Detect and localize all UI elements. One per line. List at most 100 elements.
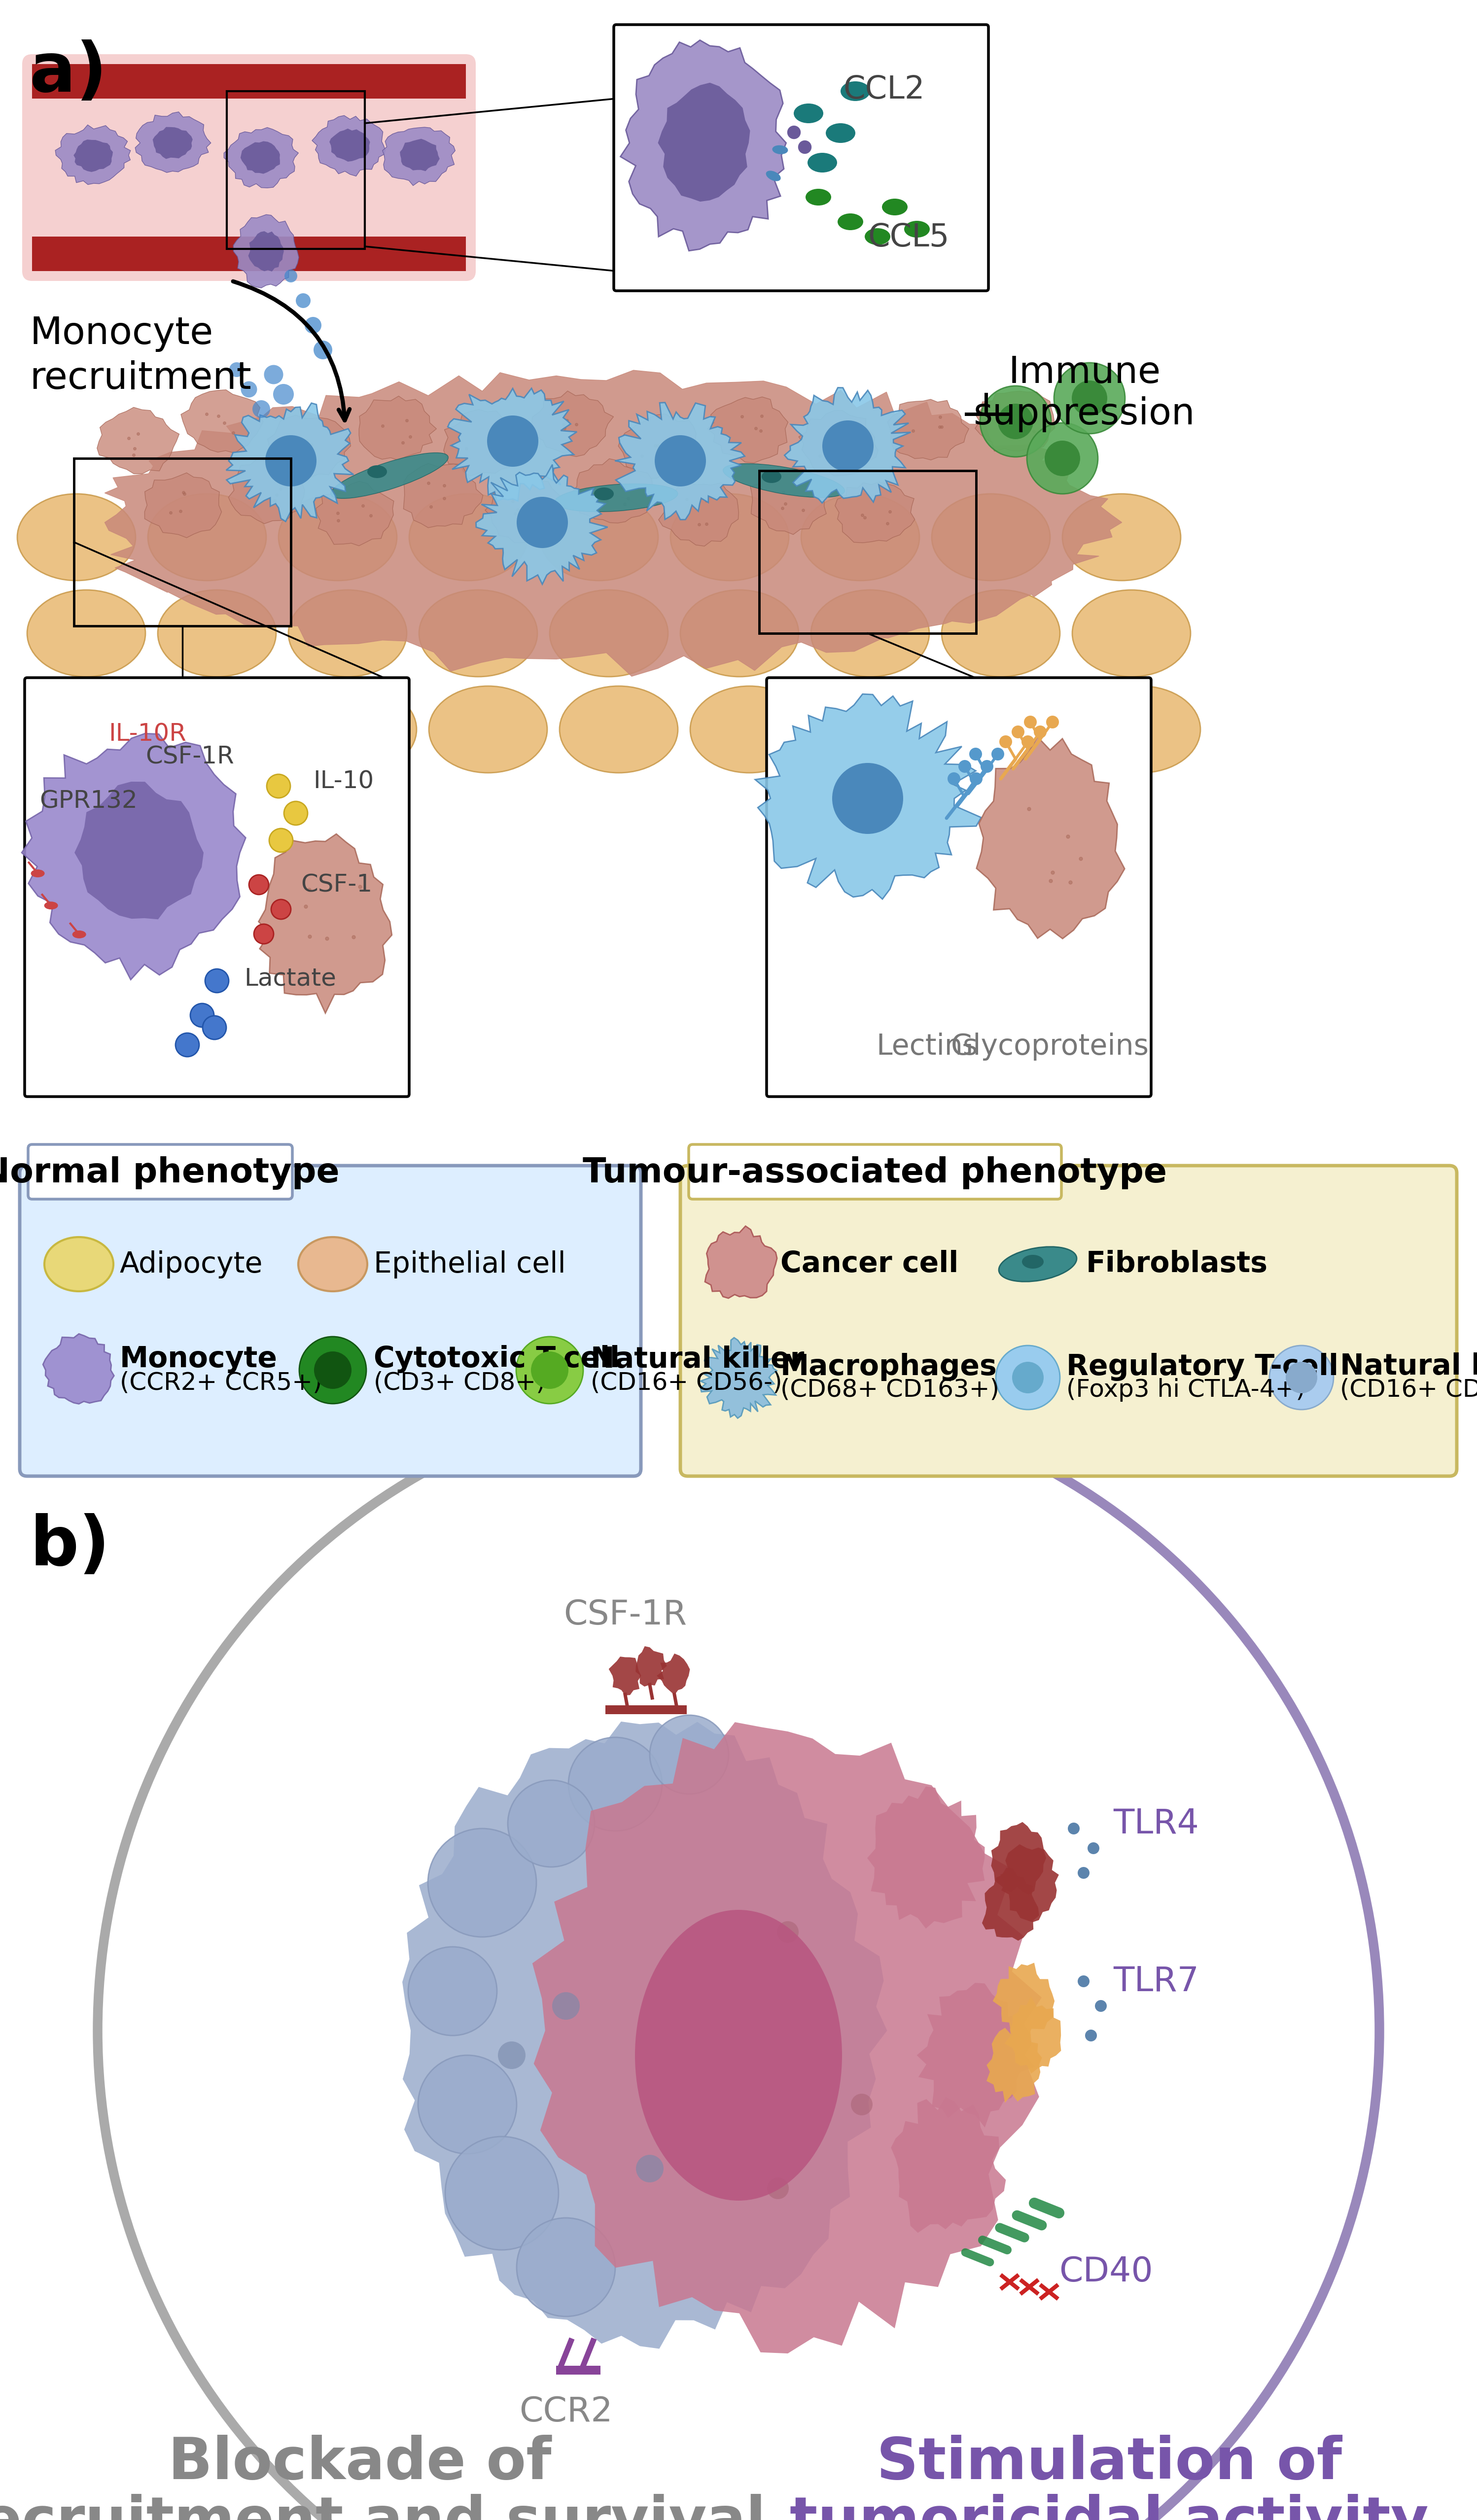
Text: CSF-1R: CSF-1R [145, 746, 233, 769]
Text: Lectins: Lectins [876, 1033, 978, 1061]
Circle shape [315, 1351, 352, 1389]
Text: Adipocyte: Adipocyte [120, 1250, 263, 1278]
Polygon shape [136, 111, 211, 171]
Polygon shape [400, 139, 440, 171]
Circle shape [1055, 363, 1125, 433]
Circle shape [767, 2177, 789, 2200]
Ellipse shape [811, 590, 929, 678]
Circle shape [1034, 726, 1047, 738]
Ellipse shape [18, 494, 136, 580]
Ellipse shape [44, 902, 58, 910]
Ellipse shape [158, 590, 276, 678]
Circle shape [517, 2218, 616, 2316]
Polygon shape [484, 481, 569, 542]
Circle shape [445, 2137, 558, 2250]
Polygon shape [105, 370, 1123, 675]
Circle shape [851, 2094, 873, 2114]
Ellipse shape [805, 189, 832, 207]
Text: (Foxp3 hi CTLA-4+): (Foxp3 hi CTLA-4+) [1066, 1378, 1306, 1401]
Ellipse shape [1022, 1255, 1044, 1268]
Circle shape [1072, 381, 1108, 416]
Polygon shape [229, 456, 304, 524]
Circle shape [418, 2056, 517, 2155]
Circle shape [272, 900, 291, 920]
Polygon shape [383, 126, 455, 186]
Circle shape [253, 401, 270, 418]
Polygon shape [226, 403, 353, 522]
Circle shape [250, 874, 269, 895]
Text: Immune
suppression: Immune suppression [973, 355, 1195, 433]
Ellipse shape [942, 590, 1060, 678]
Ellipse shape [409, 494, 527, 580]
Circle shape [267, 774, 291, 799]
Ellipse shape [27, 590, 145, 678]
Ellipse shape [331, 454, 448, 499]
Text: Macrophages: Macrophages [780, 1353, 997, 1381]
Ellipse shape [44, 1237, 114, 1290]
Polygon shape [152, 126, 192, 159]
Text: Normal phenotype: Normal phenotype [0, 1157, 340, 1189]
Polygon shape [993, 1963, 1055, 2039]
Text: Cancer cell: Cancer cell [780, 1250, 959, 1278]
Circle shape [284, 801, 307, 824]
Polygon shape [74, 139, 112, 171]
Circle shape [202, 1016, 226, 1038]
Text: CSF-1R: CSF-1R [563, 1598, 687, 1630]
Bar [32, 237, 465, 272]
Circle shape [981, 761, 994, 774]
Polygon shape [248, 232, 284, 272]
Polygon shape [402, 1721, 888, 2349]
Polygon shape [614, 403, 744, 519]
Circle shape [408, 1948, 496, 2036]
Ellipse shape [288, 590, 406, 678]
Ellipse shape [635, 1910, 842, 2200]
Circle shape [254, 925, 273, 945]
Ellipse shape [998, 1247, 1077, 1283]
Ellipse shape [690, 685, 808, 774]
FancyBboxPatch shape [688, 1144, 1062, 1200]
Text: (CD16+ CD56-): (CD16+ CD56-) [591, 1371, 783, 1394]
Text: Regulatory T-cell: Regulatory T-cell [1066, 1353, 1338, 1381]
Ellipse shape [801, 494, 919, 580]
FancyBboxPatch shape [25, 678, 409, 1096]
FancyBboxPatch shape [19, 1167, 641, 1477]
Circle shape [1068, 1822, 1080, 1835]
Circle shape [1078, 1867, 1090, 1880]
Circle shape [515, 1336, 583, 1404]
Polygon shape [476, 464, 607, 585]
Circle shape [959, 761, 972, 774]
Bar [227, 91, 365, 249]
Circle shape [285, 270, 297, 282]
Circle shape [273, 383, 294, 406]
Ellipse shape [594, 486, 614, 501]
Polygon shape [975, 391, 1055, 451]
Text: Cytotoxic T-cell: Cytotoxic T-cell [374, 1346, 620, 1373]
Polygon shape [917, 1983, 1035, 2127]
Ellipse shape [762, 471, 781, 484]
Circle shape [1024, 716, 1037, 728]
Circle shape [1087, 1842, 1099, 1855]
Polygon shape [888, 398, 969, 461]
Text: b): b) [30, 1512, 109, 1580]
Polygon shape [403, 464, 483, 527]
Text: IL-10: IL-10 [313, 769, 374, 794]
Text: Stimulation of: Stimulation of [876, 2434, 1343, 2492]
Circle shape [998, 403, 1034, 438]
Polygon shape [448, 388, 578, 501]
Ellipse shape [555, 484, 678, 512]
Circle shape [1012, 726, 1025, 738]
Circle shape [264, 365, 284, 383]
Ellipse shape [821, 685, 939, 774]
Circle shape [269, 829, 292, 852]
Text: Fibroblasts: Fibroblasts [1086, 1250, 1267, 1278]
Polygon shape [145, 474, 222, 537]
Bar [74, 459, 291, 625]
Text: IL-10R: IL-10R [108, 723, 186, 746]
Circle shape [1285, 1361, 1317, 1394]
Polygon shape [532, 1721, 1041, 2354]
Ellipse shape [767, 171, 781, 181]
Bar [606, 1706, 687, 1714]
Circle shape [650, 1716, 728, 1794]
Polygon shape [443, 411, 521, 476]
Ellipse shape [419, 590, 538, 678]
